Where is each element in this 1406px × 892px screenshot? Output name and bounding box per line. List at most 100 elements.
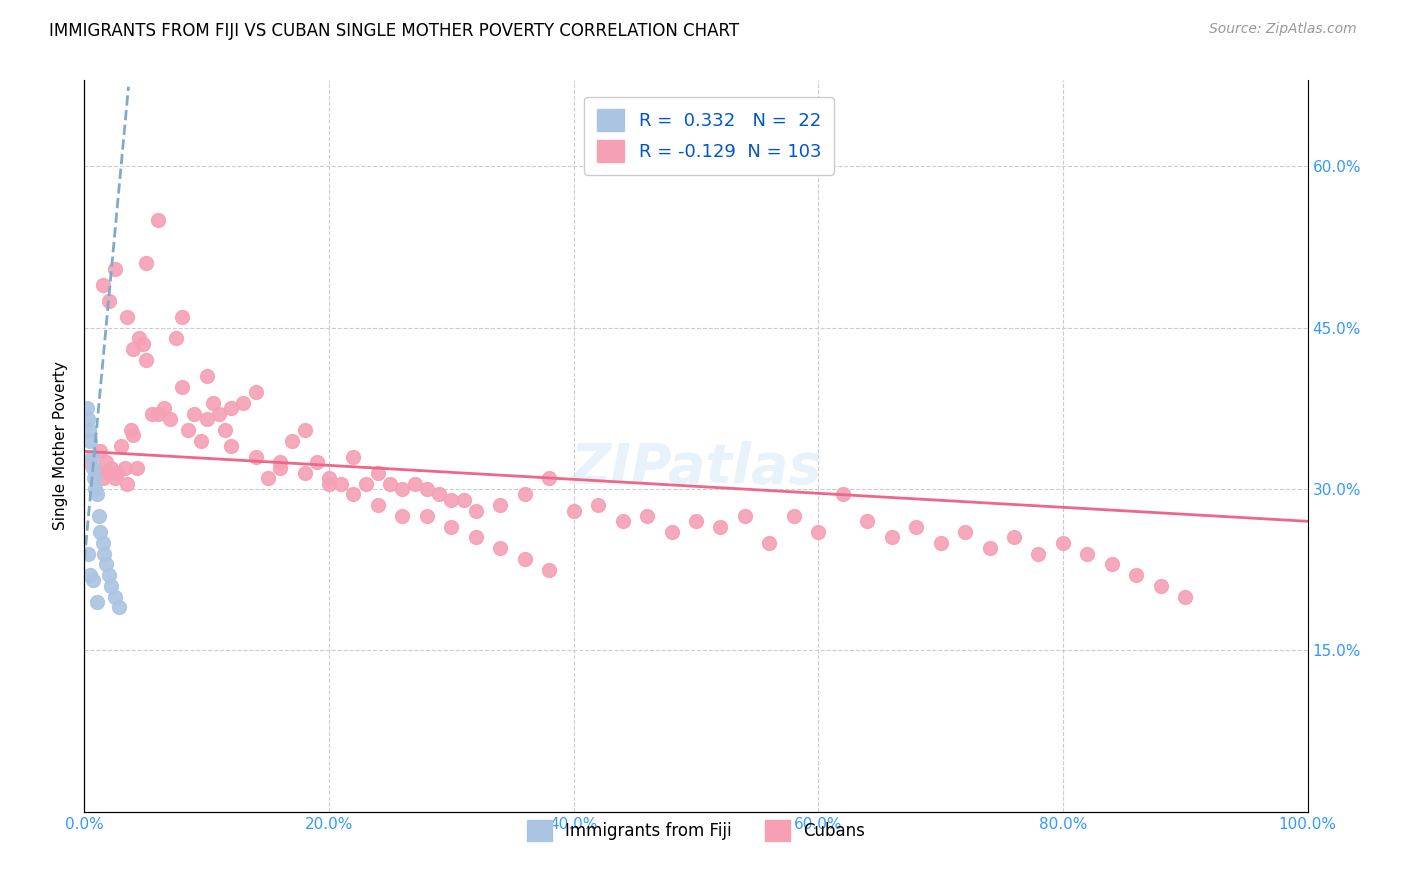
Point bbox=[91, 277, 114, 292]
Point bbox=[1125, 568, 1147, 582]
Point bbox=[208, 407, 231, 421]
Point bbox=[1150, 579, 1173, 593]
Point bbox=[464, 503, 486, 517]
Point bbox=[380, 476, 402, 491]
Point bbox=[83, 471, 105, 485]
Point bbox=[86, 466, 108, 480]
Point bbox=[318, 476, 340, 491]
Point bbox=[146, 213, 169, 227]
Point bbox=[391, 482, 413, 496]
Point bbox=[929, 536, 952, 550]
Point bbox=[758, 536, 780, 550]
Point bbox=[97, 568, 120, 582]
Point bbox=[77, 412, 100, 426]
Point bbox=[82, 460, 104, 475]
Point bbox=[100, 579, 122, 593]
Point bbox=[195, 369, 218, 384]
Point bbox=[538, 471, 561, 485]
Point bbox=[76, 401, 98, 416]
Point bbox=[96, 455, 118, 469]
Point bbox=[93, 547, 115, 561]
Point bbox=[79, 434, 101, 448]
Y-axis label: Single Mother Poverty: Single Mother Poverty bbox=[53, 361, 69, 531]
Point bbox=[354, 476, 377, 491]
Point bbox=[104, 471, 127, 485]
Point bbox=[79, 455, 101, 469]
Point bbox=[1076, 547, 1098, 561]
Point bbox=[245, 450, 267, 464]
Point bbox=[1052, 536, 1074, 550]
Point bbox=[489, 498, 512, 512]
Point bbox=[96, 558, 118, 572]
Point bbox=[513, 552, 536, 566]
Point bbox=[135, 353, 157, 368]
Point bbox=[612, 514, 634, 528]
Point bbox=[305, 455, 328, 469]
Point bbox=[367, 498, 389, 512]
Point bbox=[107, 600, 129, 615]
Point bbox=[453, 492, 475, 507]
Point bbox=[1002, 530, 1025, 544]
Point bbox=[464, 530, 486, 544]
Point bbox=[172, 380, 194, 394]
Point bbox=[636, 508, 658, 523]
Point bbox=[807, 524, 830, 539]
Point bbox=[91, 536, 114, 550]
Point bbox=[538, 563, 561, 577]
Point bbox=[80, 450, 103, 464]
Text: Source: ZipAtlas.com: Source: ZipAtlas.com bbox=[1209, 22, 1357, 37]
Point bbox=[783, 508, 806, 523]
Point bbox=[1028, 547, 1050, 561]
Point bbox=[709, 519, 731, 533]
Point bbox=[342, 487, 364, 501]
Point bbox=[128, 331, 150, 345]
Point bbox=[734, 508, 756, 523]
Point bbox=[953, 524, 976, 539]
Point bbox=[125, 460, 148, 475]
Point bbox=[416, 482, 439, 496]
Point bbox=[513, 487, 536, 501]
Point bbox=[245, 385, 267, 400]
Point bbox=[391, 508, 413, 523]
Point bbox=[201, 396, 224, 410]
Point bbox=[427, 487, 450, 501]
Point bbox=[1101, 558, 1123, 572]
Point bbox=[586, 498, 609, 512]
Point bbox=[104, 590, 127, 604]
Point bbox=[114, 460, 136, 475]
Point bbox=[979, 541, 1001, 556]
Point bbox=[177, 423, 200, 437]
Point bbox=[104, 261, 127, 276]
Point bbox=[269, 460, 291, 475]
Point bbox=[115, 476, 138, 491]
Point bbox=[269, 455, 291, 469]
Point bbox=[330, 476, 353, 491]
Point bbox=[110, 439, 132, 453]
Point bbox=[219, 439, 242, 453]
Point bbox=[77, 547, 100, 561]
Point bbox=[367, 466, 389, 480]
Point bbox=[183, 407, 205, 421]
Point bbox=[86, 595, 108, 609]
Point bbox=[97, 466, 120, 480]
Point bbox=[562, 503, 585, 517]
Point bbox=[141, 407, 163, 421]
Point bbox=[661, 524, 683, 539]
Point bbox=[190, 434, 212, 448]
Point bbox=[165, 331, 187, 345]
Point bbox=[257, 471, 280, 485]
Point bbox=[100, 460, 122, 475]
Point bbox=[294, 466, 316, 480]
Point bbox=[232, 396, 254, 410]
Point bbox=[1174, 590, 1197, 604]
Point bbox=[122, 342, 145, 356]
Text: ZIPatlas: ZIPatlas bbox=[571, 441, 821, 495]
Point bbox=[440, 492, 463, 507]
Point bbox=[146, 407, 169, 421]
Point bbox=[685, 514, 707, 528]
Point bbox=[159, 412, 181, 426]
Point bbox=[294, 423, 316, 437]
Point bbox=[97, 293, 120, 308]
Point bbox=[132, 336, 155, 351]
Point bbox=[318, 471, 340, 485]
